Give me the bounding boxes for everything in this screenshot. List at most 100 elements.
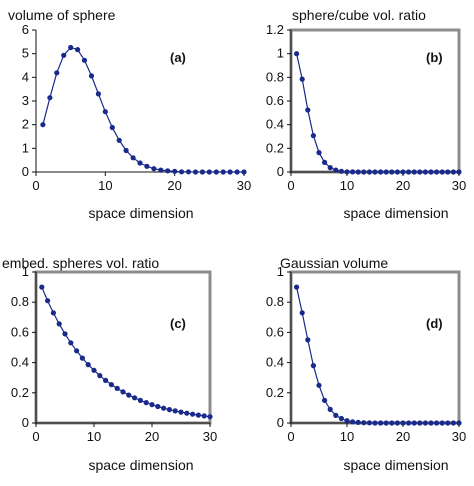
panel-d-data-point <box>434 420 440 426</box>
panel-c-data-point <box>166 407 172 413</box>
panel-d-x-tick-label: 0 <box>287 429 294 444</box>
panel-b-xlabel: space dimension <box>343 205 448 221</box>
panel-c-y-tick-label: 0.8 <box>11 294 29 309</box>
panel-c-data-point <box>207 414 213 420</box>
panel-a-data-point <box>199 169 205 175</box>
panel-b-data-point <box>299 76 305 82</box>
panel-a-series-line <box>42 46 244 173</box>
panel-b-x-tick-label: 0 <box>287 178 294 193</box>
panel-c-x-tick-label: 10 <box>87 429 101 444</box>
panel-a-data-point <box>179 169 185 175</box>
panel-c-frame <box>34 270 212 425</box>
panel-d-data-point <box>450 420 456 426</box>
panel-b-y-tick-label: 0.4 <box>266 117 284 132</box>
panel-d-plot: 00.20.40.60.810 10 20 30 <box>266 264 466 444</box>
panel-b-y-tick-label: 0.2 <box>266 140 284 155</box>
panel-d-y-tick-label: 0.6 <box>266 324 284 339</box>
panel-a-x-tick-label: 10 <box>98 178 112 193</box>
panel-a-data-point <box>158 167 164 173</box>
panel-c-data-point <box>68 340 74 346</box>
panel-c-x-tick-label: 0 <box>32 429 39 444</box>
panel-b-data-point <box>434 169 440 175</box>
panel-a-y-tick-label: 4 <box>22 69 29 84</box>
panel-b-data-point <box>333 167 339 173</box>
panel-c: embed. spheres vol. ratio 0 0.2 0.4 0.6 0.8 1… <box>2 255 217 473</box>
panel-c-data-point <box>85 362 91 368</box>
panel-a-data-point <box>206 169 212 175</box>
panel-c-data-point <box>143 400 149 406</box>
panel-a-xlabel: space dimension <box>88 205 193 221</box>
panel-d-xlabel: space dimension <box>343 457 448 473</box>
panel-b-data-point <box>411 169 417 175</box>
panel-c-data-point <box>50 310 57 316</box>
panel-c-data-point <box>45 298 51 304</box>
panel-d-data-point <box>400 420 406 426</box>
panel-c-data-point <box>103 377 109 383</box>
panel-b-y-tick-label: 0.8 <box>266 69 284 84</box>
panel-d-data-point <box>310 363 316 369</box>
panel-d-data-point <box>327 406 333 412</box>
panel-a-y-tick-label: 5 <box>22 46 29 61</box>
panel-a-data-point <box>47 95 53 101</box>
panel-c-series-line <box>41 286 211 418</box>
panel-c-data-point <box>39 284 45 290</box>
panel-c-data-point <box>149 402 155 408</box>
panel-b-data-point <box>361 169 367 175</box>
panel-a-data-point <box>165 168 171 174</box>
panel-a-data-point <box>172 168 178 174</box>
panel-b-plot: 0 0.2 0.4 0.6 0.8 1 1.2 0 10 20 30 <box>266 22 466 193</box>
panel-d-data-point <box>299 310 305 316</box>
panel-b-y-tick-label: 0 <box>277 164 284 179</box>
panel-a-data-point <box>123 147 129 154</box>
panel-a-data-point <box>151 166 157 172</box>
panel-b-data-point <box>400 169 406 175</box>
panel-d-data-point <box>422 420 428 426</box>
panel-d-y-tick-label: 0.8 <box>266 294 284 309</box>
panel-d-series-line <box>296 286 459 424</box>
panel-b-title: sphere/cube vol. ratio <box>292 7 426 23</box>
panel-d-data-point <box>361 420 367 426</box>
panel-d-data-point <box>344 418 350 424</box>
panel-c-y-tick-label: 1 <box>22 264 29 279</box>
panel-b-data-point <box>439 169 445 175</box>
panel-a-label: (a) <box>170 50 186 65</box>
panel-d-y-tick-label: 1 <box>277 264 284 279</box>
panel-b-y-tick-label: 1.2 <box>266 22 284 37</box>
panel-b-data-point <box>327 165 333 171</box>
panel-a-x-tick-label: 30 <box>237 178 251 193</box>
panel-a-data-point <box>241 169 247 175</box>
panel-a-data-point <box>144 163 150 169</box>
panel-d-data-point <box>417 420 423 426</box>
panel-d-data-point <box>355 419 361 425</box>
panel-c-plot: 00.20.40.60.810 10 20 30 <box>11 264 217 444</box>
panel-b-data-point <box>350 169 356 175</box>
panel-c-y-tick-label: 0 <box>22 415 29 430</box>
panel-c-data-point <box>79 355 85 361</box>
panel-c-data-point <box>195 412 201 418</box>
panel-d-x-tick-label: 10 <box>340 429 354 444</box>
panel-b-data-point <box>417 169 423 175</box>
panel-c-y-tick-label: 0.2 <box>11 385 29 400</box>
panel-d-data-point <box>305 337 311 343</box>
panel-d-title: Gaussian volume <box>280 255 388 271</box>
panel-b-y-tick-label: 0.6 <box>266 93 284 108</box>
panel-d-data-point <box>383 420 389 426</box>
panel-d-data-point <box>338 415 344 422</box>
panel-a-data-point <box>54 70 60 76</box>
panel-b-data-point <box>355 169 361 175</box>
panel-a-y-tick-label: 0 <box>22 164 29 179</box>
panel-a-data-point <box>192 169 199 175</box>
panel-a-data-point <box>213 169 219 175</box>
panel-a-x-tick-label: 20 <box>167 178 181 193</box>
panel-b-data-point <box>445 169 451 175</box>
panel-d-data-point <box>378 420 384 426</box>
panel-b-data-point <box>394 169 400 175</box>
panel-a-data-point <box>116 137 122 143</box>
panel-d-data-point <box>456 420 462 426</box>
panel-c-data-point <box>132 395 138 401</box>
panel-a-data-point <box>185 169 192 175</box>
panel-b-data-point <box>383 169 389 175</box>
panel-a-data-point <box>95 91 101 97</box>
panel-d-data-point <box>333 412 339 418</box>
panel-b-x-tick-label: 10 <box>340 178 354 193</box>
